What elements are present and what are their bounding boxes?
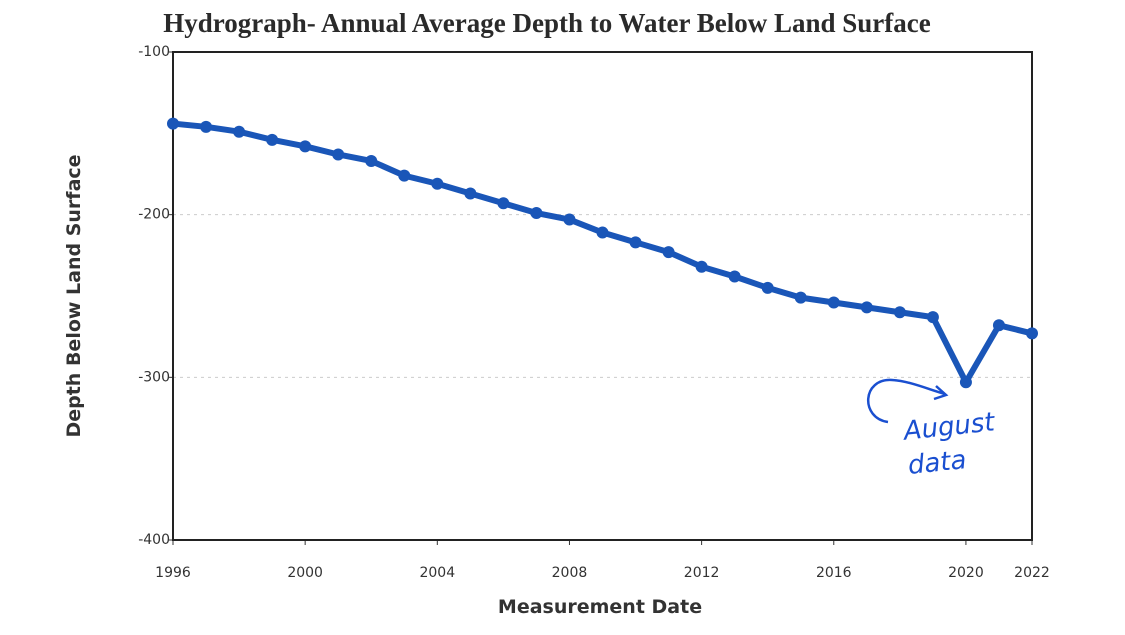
point [530,207,543,220]
point [167,117,179,130]
point [497,197,510,210]
x-tick-label: 2016 [816,565,852,581]
y-tick-label: -400 [138,532,170,548]
y-axis-label: Depth Below Land Surface [63,154,85,437]
point [200,120,213,133]
x-tick-label: 2020 [948,565,984,581]
y-tick-label: -300 [138,369,170,385]
point [728,270,741,283]
point [563,213,576,226]
x-tick-label: 2004 [419,565,455,581]
x-axis-label: Measurement Date [498,596,702,618]
point [365,154,378,167]
annotation: August [900,407,996,447]
y-tick-label: -100 [138,44,170,60]
annotation: data [906,445,967,481]
point [629,236,642,249]
point [860,301,873,314]
chart-title: Hydrograph- Annual Average Depth to Wate… [163,8,931,38]
x-tick-label: 2000 [287,565,323,581]
point [1026,327,1038,340]
point [431,177,444,190]
point [596,226,609,239]
x-tick-label: 2012 [684,565,720,581]
x-tick-label: 2008 [552,565,588,581]
point [761,281,774,294]
point [794,291,807,304]
point [332,148,345,161]
point [233,125,246,138]
point [695,260,708,273]
plot-frame [172,51,1033,541]
point [398,169,411,182]
point [959,376,972,389]
line [172,120,1033,386]
x-tick-label: 1996 [155,565,191,581]
point [266,133,279,146]
point [926,311,939,324]
point [827,296,840,309]
point [992,319,1005,332]
point [464,187,477,200]
annotation-arrow [867,378,949,424]
point [893,306,906,319]
x-tick-label: 2022 [1014,565,1050,581]
point [662,246,675,259]
point [299,140,312,153]
y-tick-label: -200 [138,207,170,223]
